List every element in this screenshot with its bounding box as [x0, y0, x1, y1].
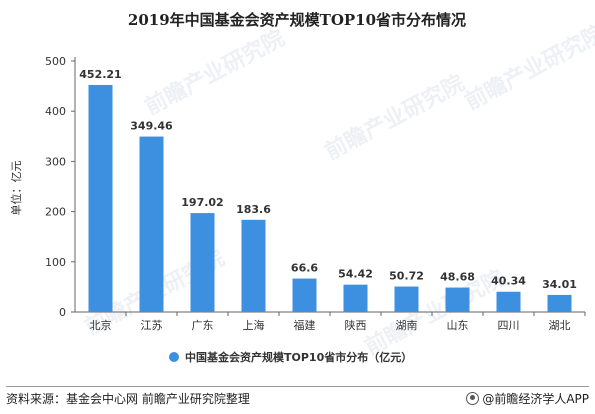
- x-tick-label: 上海: [243, 318, 265, 332]
- bar: [292, 278, 317, 312]
- bar: [445, 287, 470, 312]
- chart-title: 2019年中国基金会资产规模TOP10省市分布情况: [128, 11, 466, 29]
- bar: [139, 136, 164, 312]
- bar: [343, 284, 368, 312]
- x-tick-label: 广东: [192, 319, 214, 332]
- x-tick-label: 湖南: [396, 319, 418, 332]
- brand-text: @前瞻经济学人APP: [482, 392, 589, 406]
- qianzhan-logo-icon: [466, 392, 480, 405]
- data-label: 349.46: [130, 120, 173, 133]
- y-tick-label: 500: [45, 55, 66, 68]
- bar: [496, 291, 521, 312]
- footer: 资料来源：基金会中心网 前瞻产业研究院整理 @前瞻经济学人APP: [0, 386, 595, 410]
- source-note: 资料来源：基金会中心网 前瞻产业研究院整理: [6, 392, 250, 406]
- legend-swatch: [169, 352, 179, 362]
- bar: [547, 294, 572, 312]
- x-tick-label: 陕西: [345, 318, 367, 332]
- data-label: 183.6: [236, 203, 271, 216]
- x-tick-label: 福建: [294, 318, 316, 332]
- x-tick-label: 山东: [447, 319, 469, 332]
- bar: [394, 286, 419, 312]
- bar: [88, 84, 113, 313]
- data-label: 34.01: [542, 278, 577, 291]
- y-tick-label: 200: [45, 206, 66, 219]
- bar: [241, 219, 266, 312]
- bar-chart: 2019年中国基金会资产规模TOP10省市分布情况 单位：亿元 前瞻产业研究院前…: [9, 11, 595, 364]
- y-tick-label: 100: [45, 256, 66, 269]
- legend: 中国基金会资产规模TOP10省市分布（亿元）: [169, 350, 412, 364]
- y-tick-label: 300: [45, 155, 66, 168]
- watermark-text: 前瞻产业研究院: [321, 70, 469, 165]
- watermark-text: 前瞻产业研究院: [361, 265, 509, 360]
- x-tick-label: 北京: [90, 318, 112, 332]
- data-label: 54.42: [338, 268, 373, 281]
- x-tick-label: 湖北: [549, 319, 571, 332]
- data-label: 50.72: [389, 270, 424, 283]
- footer-divider: [6, 386, 589, 387]
- data-label: 197.02: [181, 196, 223, 209]
- x-tick-label: 江苏: [141, 319, 163, 332]
- y-axis-label: 单位：亿元: [9, 161, 23, 216]
- data-label: 66.6: [291, 262, 318, 275]
- x-tick-label: 四川: [498, 319, 520, 332]
- y-tick-label: 0: [59, 306, 66, 319]
- watermark-text: 前瞻产业研究院: [461, 20, 595, 115]
- watermark-text: 前瞻产业研究院: [141, 25, 289, 120]
- bars: 452.21 北京 349.46 江苏 197.02 广东 183.6 上海 66.6 福建 54.…: [79, 68, 586, 332]
- legend-label: 中国基金会资产规模TOP10省市分布（亿元）: [185, 350, 412, 364]
- data-label: 48.68: [440, 271, 475, 284]
- data-label: 40.34: [491, 275, 526, 288]
- y-tick-label: 400: [45, 105, 66, 118]
- bar: [190, 213, 215, 312]
- data-label: 452.21: [79, 68, 121, 81]
- brand-credit: @前瞻经济学人APP: [466, 390, 589, 407]
